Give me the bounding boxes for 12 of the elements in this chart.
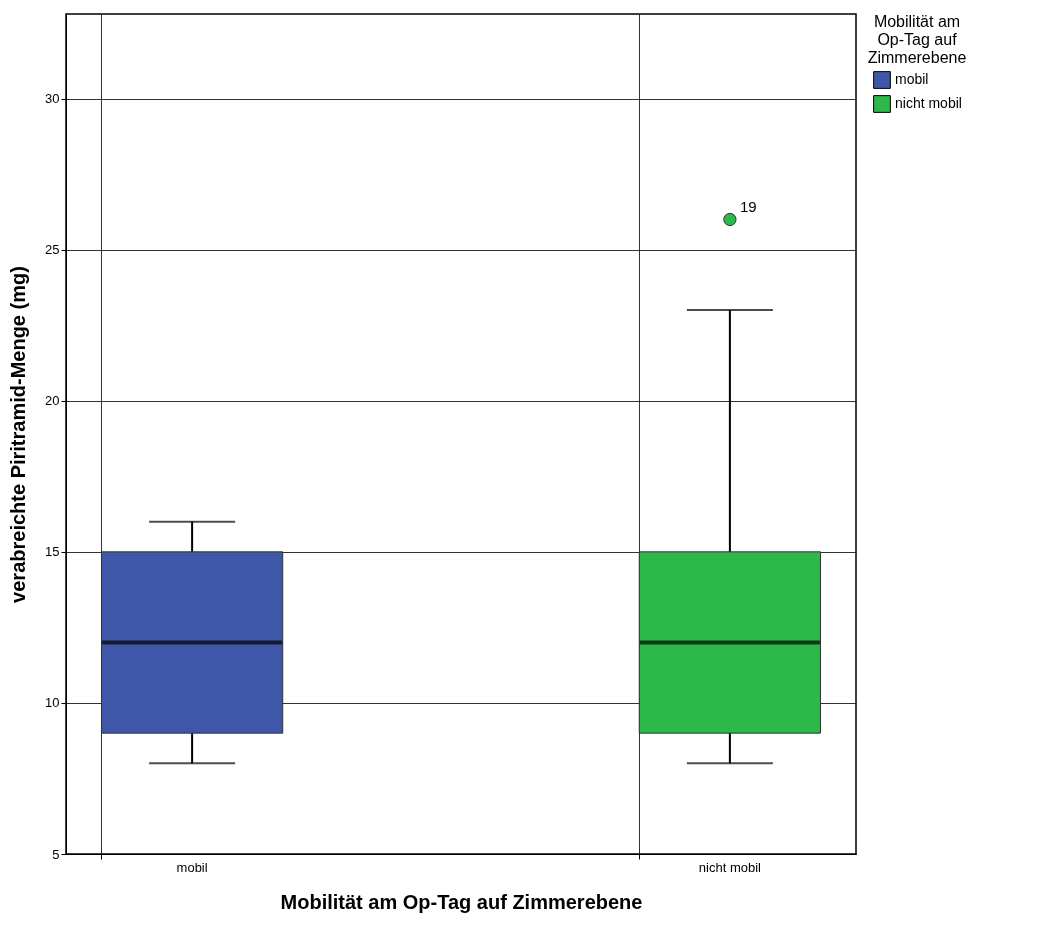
x-axis-title: Mobilität am Op-Tag auf Zimmerebene — [280, 890, 643, 913]
y-axis-title: verabreichte Piritramid-Menge (mg) — [7, 266, 30, 603]
y-tick-label: 20 — [45, 393, 60, 409]
y-tick-label: 30 — [45, 91, 60, 107]
legend-title: Mobilität am Op-Tag auf Zimmerebene — [867, 13, 967, 66]
y-tick-label: 25 — [45, 242, 60, 258]
legend-label: nicht mobil — [895, 95, 962, 111]
legend-label: mobil — [895, 71, 929, 87]
annotation: 19 — [739, 198, 757, 216]
y-tick-label: 15 — [45, 544, 60, 560]
y-tick-label: 5 — [52, 846, 60, 862]
y-tick-label: 10 — [45, 695, 60, 711]
